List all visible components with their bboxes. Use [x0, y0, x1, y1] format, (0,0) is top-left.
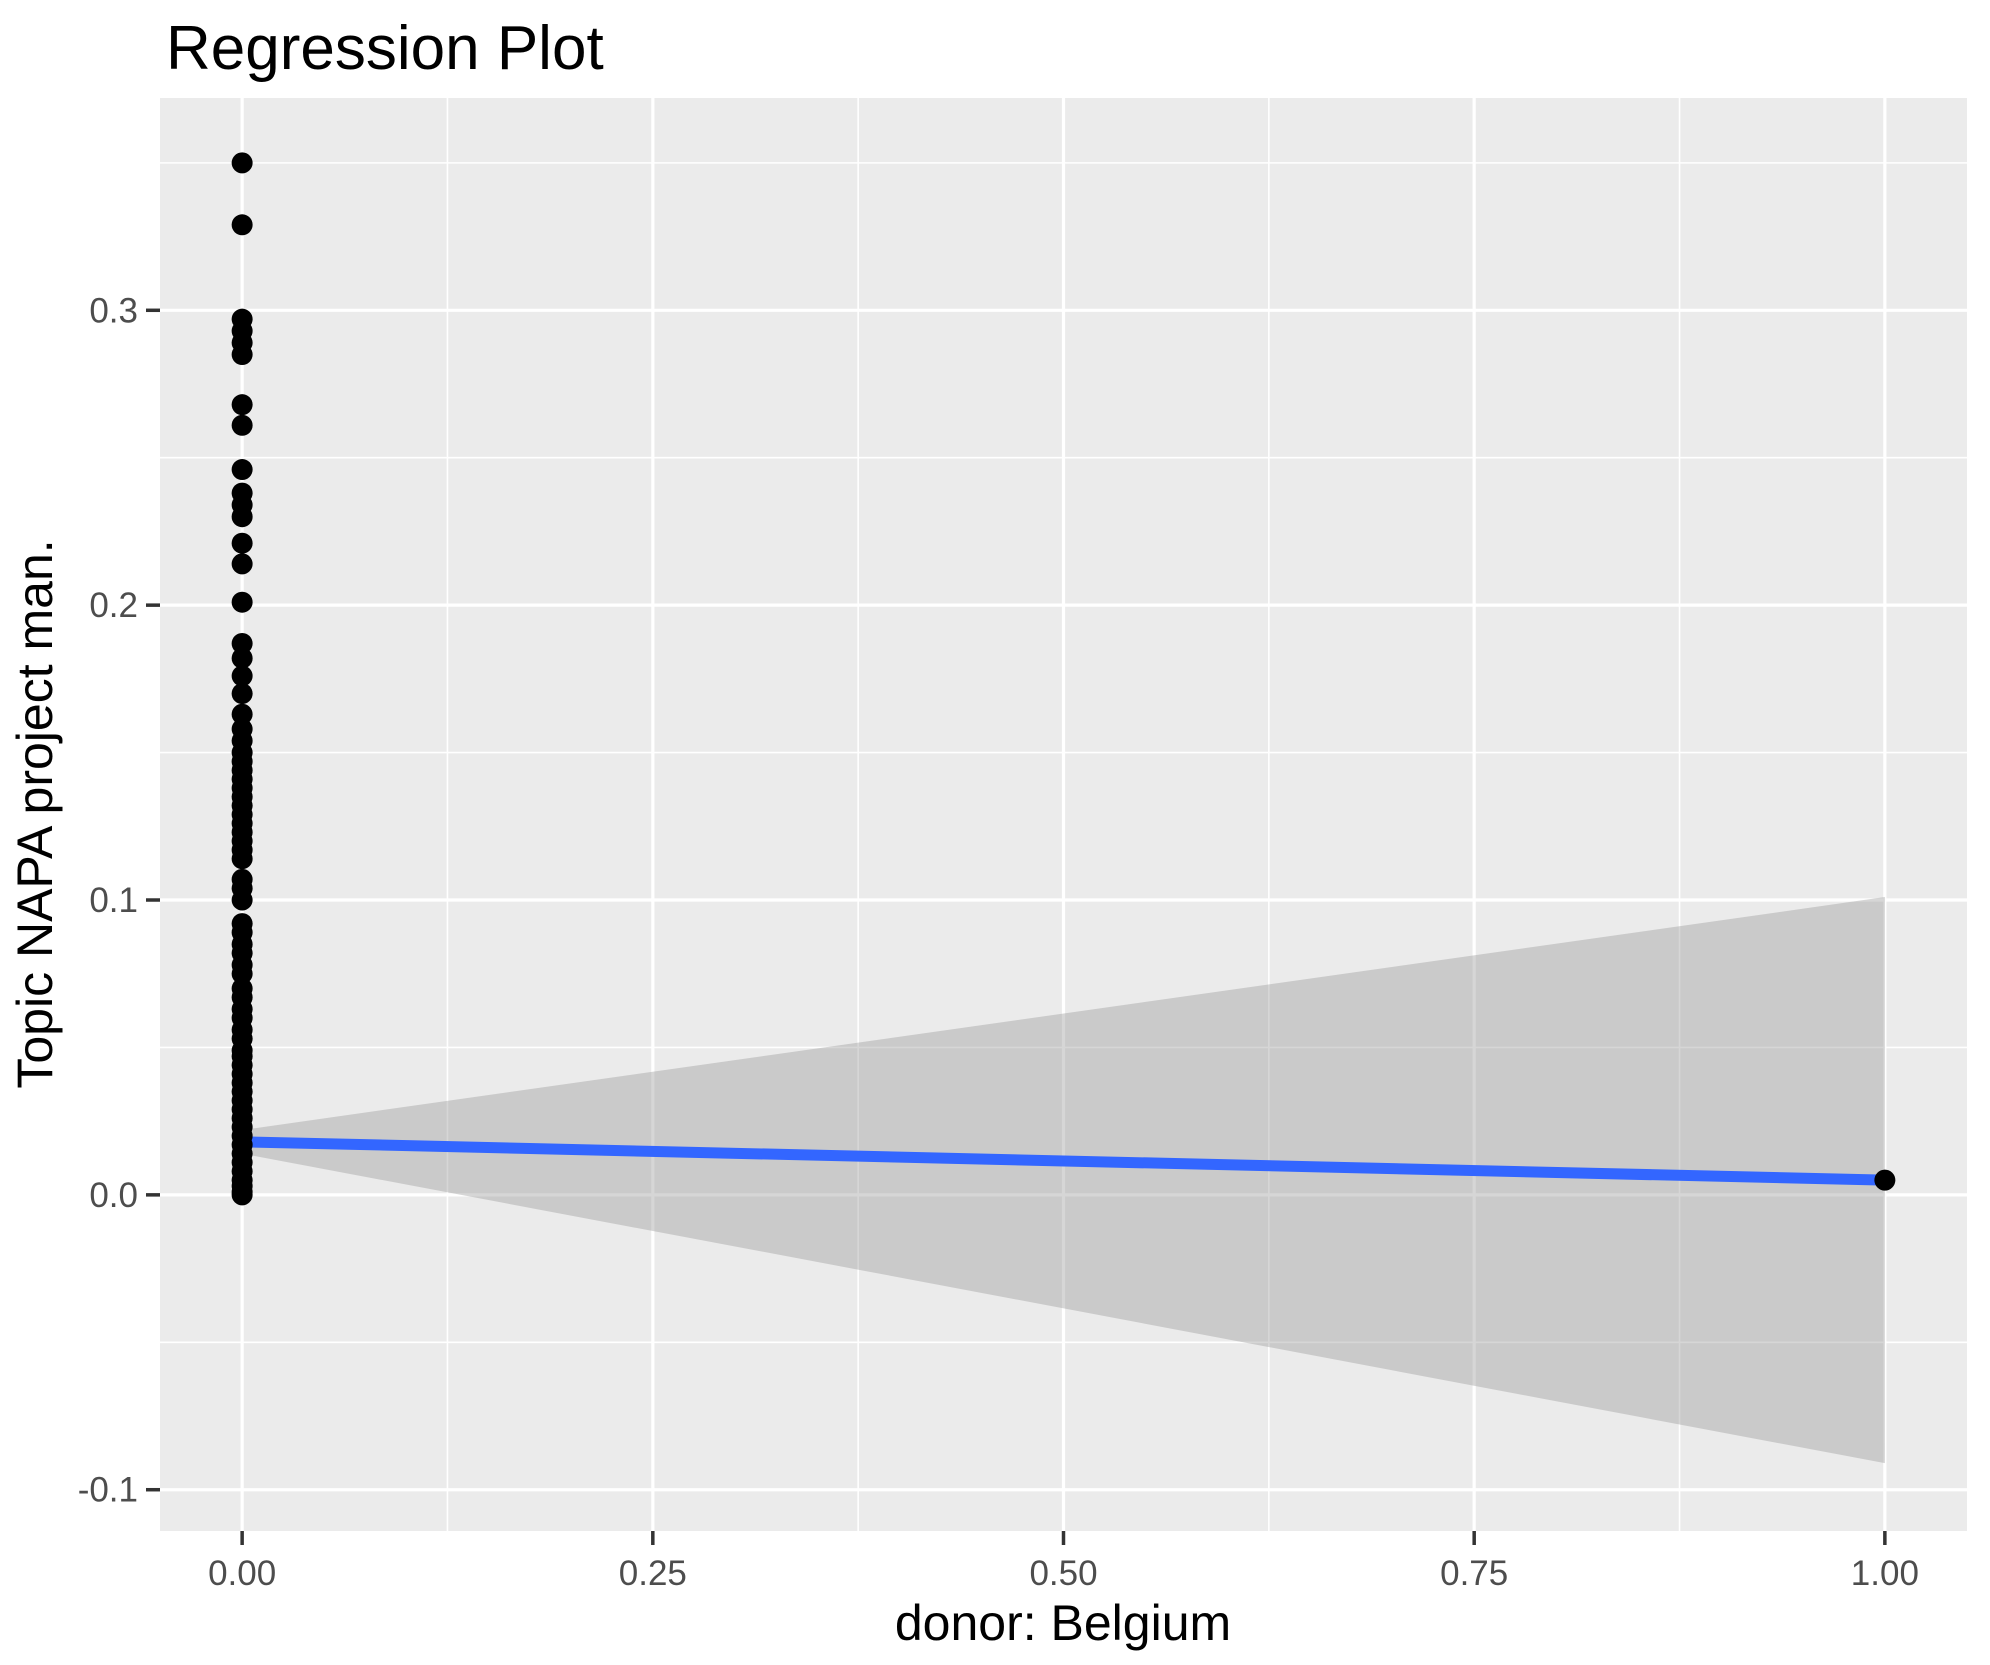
x-axis-title: donor: Belgium	[895, 1595, 1231, 1651]
scatter-point	[231, 553, 253, 575]
scatter-point	[231, 963, 253, 985]
x-tick-label: 0.00	[208, 1554, 276, 1593]
y-tick-label: 0.3	[89, 291, 138, 330]
scatter-point	[231, 459, 253, 481]
y-tick-label: 0.2	[89, 586, 138, 625]
x-tick-label: 0.25	[619, 1554, 687, 1593]
scatter-point	[231, 703, 253, 725]
confidence-band	[242, 897, 1885, 1464]
scatter-point	[231, 506, 253, 528]
x-tick-label: 0.75	[1440, 1554, 1508, 1593]
scatter-point	[231, 532, 253, 554]
axes: 0.00 0.25 0.50 0.75 1.00 -0.1 0.0 0.1 0.2 0.3	[78, 291, 1919, 1593]
scatter-point	[231, 647, 253, 669]
scatter-point	[1874, 1169, 1896, 1191]
regression-line	[236, 1136, 1891, 1186]
y-axis-title: Topic NAPA project man.	[7, 539, 63, 1088]
scatter-point	[231, 152, 253, 174]
scatter-point	[231, 414, 253, 436]
y-tick-label: 0.0	[89, 1176, 138, 1215]
x-tick-label: 0.50	[1029, 1554, 1097, 1593]
plot-title: Regression Plot	[166, 14, 604, 83]
scatter-point	[231, 344, 253, 366]
scatter-point	[231, 683, 253, 705]
scatter-point	[231, 394, 253, 416]
scatter-point	[231, 214, 253, 236]
scatter-point	[231, 889, 253, 911]
x-tick-label: 1.00	[1851, 1554, 1919, 1593]
scatter-point	[231, 591, 253, 613]
scatter-point	[231, 632, 253, 654]
plot-panel	[160, 98, 1967, 1531]
scatter-point	[231, 665, 253, 687]
y-tick-label: -0.1	[78, 1471, 138, 1510]
scatter-point	[231, 848, 253, 870]
y-tick-label: 0.1	[89, 881, 138, 920]
scatter-point	[231, 1184, 253, 1206]
